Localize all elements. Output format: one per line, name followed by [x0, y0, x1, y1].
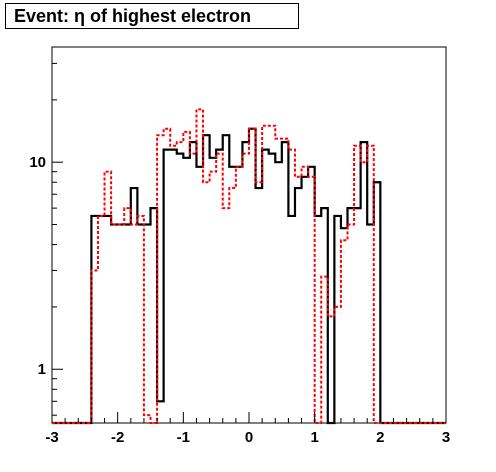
- y-tick-label: 10: [29, 154, 46, 171]
- x-tick-label: -3: [45, 429, 58, 446]
- x-tick-label: 1: [310, 429, 318, 446]
- series-1-outline: [52, 108, 446, 424]
- y-tick-label: 1: [38, 361, 46, 378]
- chart-title: Event: η of highest electron: [5, 3, 299, 29]
- x-tick-label: -2: [111, 429, 124, 446]
- x-tick-label: 2: [376, 429, 384, 446]
- plot-frame: [51, 46, 447, 424]
- x-tick-label: 3: [442, 429, 450, 446]
- series-0-outline: [52, 127, 446, 425]
- x-tick-label: -1: [177, 429, 190, 446]
- x-tick-label: 0: [245, 429, 253, 446]
